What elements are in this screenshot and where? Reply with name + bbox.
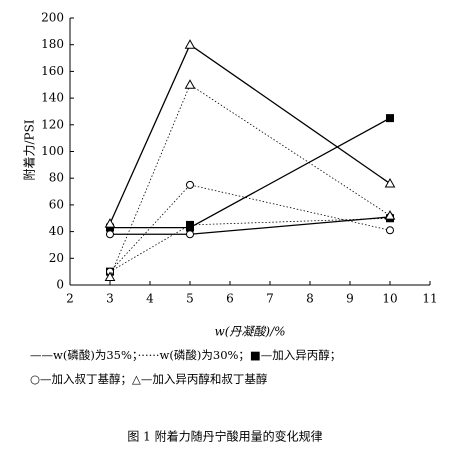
x-tick-label: 3 [106,292,114,306]
caption: 图 1 附着力随丹宁酸用量的变化规律 [127,429,322,444]
x-tick-label: 6 [226,292,234,306]
series-line [109,43,391,224]
y-tick-label: 200 [41,11,64,25]
series-line [110,117,391,229]
y-tick-label: 100 [41,144,64,158]
series-line [109,184,391,272]
marker [186,230,194,239]
y-axis-label: 附着力/PSI [22,119,37,180]
marker [384,178,396,188]
marker [106,230,114,239]
marker [386,226,394,235]
y-tick-label: 0 [56,278,64,292]
y-tick-label: 160 [41,64,64,78]
x-tick-label: 8 [306,292,314,306]
marker [184,79,196,89]
series-line [110,216,391,235]
marker [184,39,196,49]
x-tick-label: 5 [186,292,194,306]
marker [384,210,396,220]
marker [104,218,116,228]
y-tick-label: 80 [49,171,64,185]
x-tick-label: 10 [382,292,397,306]
y-tick-label: 140 [41,91,64,105]
marker [186,220,194,229]
marker [186,180,194,189]
x-tick-label: 4 [146,292,154,306]
x-tick-label: 7 [266,292,274,306]
y-tick-label: 60 [49,197,64,211]
series-line [109,84,391,278]
x-axis-label: w(丹凝酸)/% [214,325,285,339]
y-tick-label: 180 [41,37,64,51]
legend-text: ——w(磷酸)为35%；······w(磷酸)为30%；■—加入异丙醇； [30,348,341,362]
legend-text: ○—加入叔丁基醇；△—加入异丙醇和叔丁基醇 [30,372,268,386]
y-tick-label: 120 [41,117,64,131]
y-tick-label: 40 [49,224,64,238]
x-tick-label: 11 [422,292,437,306]
series-line [109,217,391,272]
y-tick-label: 20 [49,251,64,265]
x-tick-label: 2 [66,292,74,306]
marker [386,114,394,123]
marker [104,271,116,281]
x-tick-label: 9 [346,292,354,306]
